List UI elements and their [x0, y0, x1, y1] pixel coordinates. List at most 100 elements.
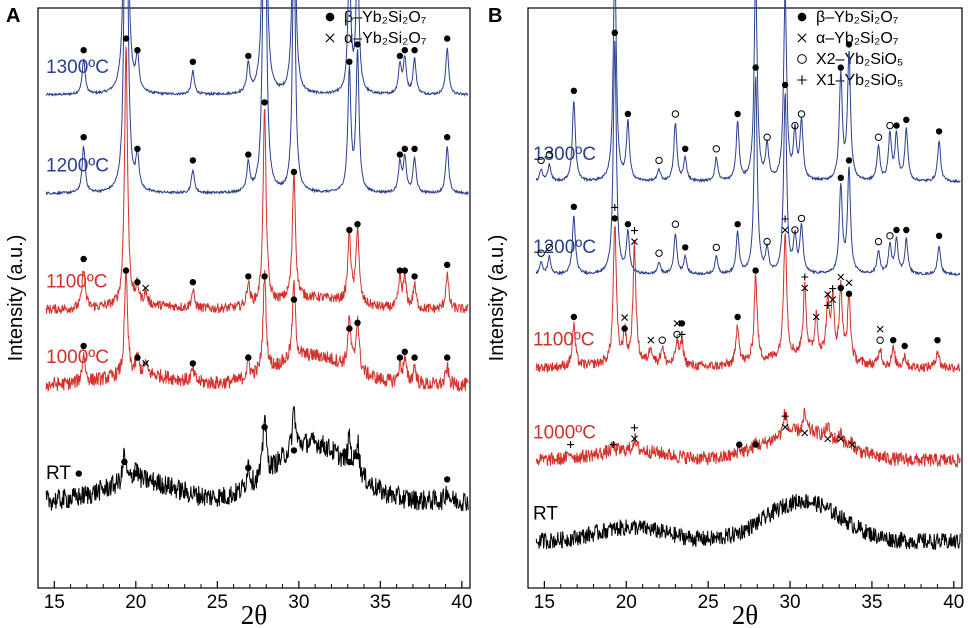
legend-symbol-plus [797, 75, 807, 85]
peak-marker-dot [75, 470, 82, 477]
x-tick-label: 40 [943, 592, 964, 613]
x-tick-label: 15 [44, 592, 65, 613]
peak-marker-dot [189, 157, 197, 164]
y-axis-label: Intensity (a.u.) [486, 235, 508, 362]
peak-marker-dot [261, 99, 268, 106]
peak-marker-dot [80, 47, 87, 54]
peak-marker-dot [903, 116, 910, 124]
peak-marker-dot [346, 58, 353, 65]
peak-marker-dot [354, 41, 361, 48]
legend-symbol-dot [797, 12, 807, 22]
peak-marker-dot [80, 134, 87, 141]
peak-marker-dot [893, 122, 900, 129]
peak-marker-plus [567, 441, 575, 449]
legend-entry: α–Yb₂Si₂O₇ [344, 30, 426, 47]
peak-marker-x [673, 319, 681, 327]
series-line [45, 0, 469, 196]
peak-marker-dot [411, 273, 418, 280]
series-label: 1200ºC [533, 237, 596, 258]
peak-marker-dot [845, 157, 853, 164]
peak-marker-dot [893, 226, 900, 234]
peak-marker-circle [658, 336, 666, 344]
panel-letter: A [6, 5, 20, 27]
x-axis-label: 2θ [732, 600, 758, 628]
peak-marker-dot [611, 215, 618, 222]
peak-marker-dot [189, 360, 197, 367]
peak-marker-circle [712, 145, 721, 153]
peak-marker-dot [611, 29, 618, 36]
peak-marker-x [848, 441, 856, 449]
peak-marker-dot [80, 255, 87, 263]
peak-marker-circle [537, 156, 545, 165]
series-label: 1000ºC [46, 347, 109, 368]
peak-marker-dot [411, 145, 418, 152]
peak-marker-x [631, 435, 638, 443]
peak-marker-dot [837, 284, 845, 292]
peak-marker-dot [134, 279, 141, 286]
plot-frame [37, 7, 471, 589]
panel-letter: B [488, 5, 502, 27]
peak-marker-dot [845, 41, 853, 48]
peak-marker-dot [934, 337, 941, 344]
peak-marker-dot [621, 325, 628, 332]
peak-marker-dot [752, 267, 759, 274]
peak-marker-dot [80, 342, 87, 350]
peak-marker-circle [874, 133, 883, 141]
peak-marker-dot [245, 151, 252, 158]
peak-marker-dot [903, 226, 910, 234]
peak-marker-x [837, 273, 845, 281]
peak-marker-dot [346, 458, 353, 466]
peak-marker-x [845, 279, 853, 287]
peak-marker-dot [570, 313, 578, 321]
y-axis-label: Intensity (a.u.) [5, 235, 27, 362]
peak-marker-dot [290, 168, 298, 176]
peak-marker-circle [655, 249, 663, 257]
peak-marker-dot [134, 145, 141, 152]
peak-marker-x [621, 314, 629, 322]
peak-marker-dot [624, 221, 632, 228]
peak-marker-circle [886, 121, 894, 130]
peak-marker-dot [401, 348, 408, 355]
peak-marker-dot [396, 267, 404, 274]
peak-marker-dot [752, 64, 759, 71]
peak-marker-x [142, 359, 150, 367]
series-label: RT [533, 504, 558, 525]
legend-entry: α–Yb₂Si₂O₇ [816, 30, 898, 47]
peak-marker-dot [570, 203, 578, 210]
peak-marker-dot [781, 81, 789, 89]
x-tick-label: 35 [370, 592, 391, 613]
series-label: 1300ºC [46, 57, 109, 78]
peak-marker-dot [396, 52, 404, 60]
peak-marker-dot [245, 273, 252, 280]
peak-marker-x [876, 325, 884, 333]
peak-marker-dot [245, 464, 252, 471]
peak-marker-dot [290, 296, 298, 303]
peak-marker-dot [354, 319, 361, 326]
peak-marker-dot [845, 290, 853, 297]
peak-marker-circle [671, 220, 680, 228]
peak-marker-x [631, 238, 638, 246]
peak-marker-dot [734, 313, 741, 321]
peak-marker-dot [134, 47, 141, 54]
x-tick-label: 35 [861, 592, 882, 613]
legend-symbol-circle [797, 54, 807, 64]
x-tick-label: 30 [779, 592, 800, 613]
x-tick-label: 20 [125, 592, 146, 613]
series-line [535, 40, 961, 277]
peak-marker-dot [736, 441, 743, 448]
peak-marker-dot [354, 453, 361, 460]
peak-marker-circle [763, 237, 771, 246]
peak-marker-circle [876, 336, 884, 344]
peak-marker-dot [396, 354, 404, 361]
peak-marker-plus [630, 227, 638, 235]
peak-marker-circle [797, 110, 806, 118]
legend-symbol-dot [325, 12, 335, 22]
peak-marker-x [801, 429, 809, 437]
series-line [45, 405, 469, 512]
series-label: 1300ºC [533, 144, 596, 165]
peak-marker-dot [890, 337, 897, 344]
peak-marker-dot [290, 447, 298, 454]
peak-marker-dot [837, 64, 845, 71]
series-label: 1000ºC [533, 422, 596, 443]
peak-marker-x [801, 284, 809, 292]
